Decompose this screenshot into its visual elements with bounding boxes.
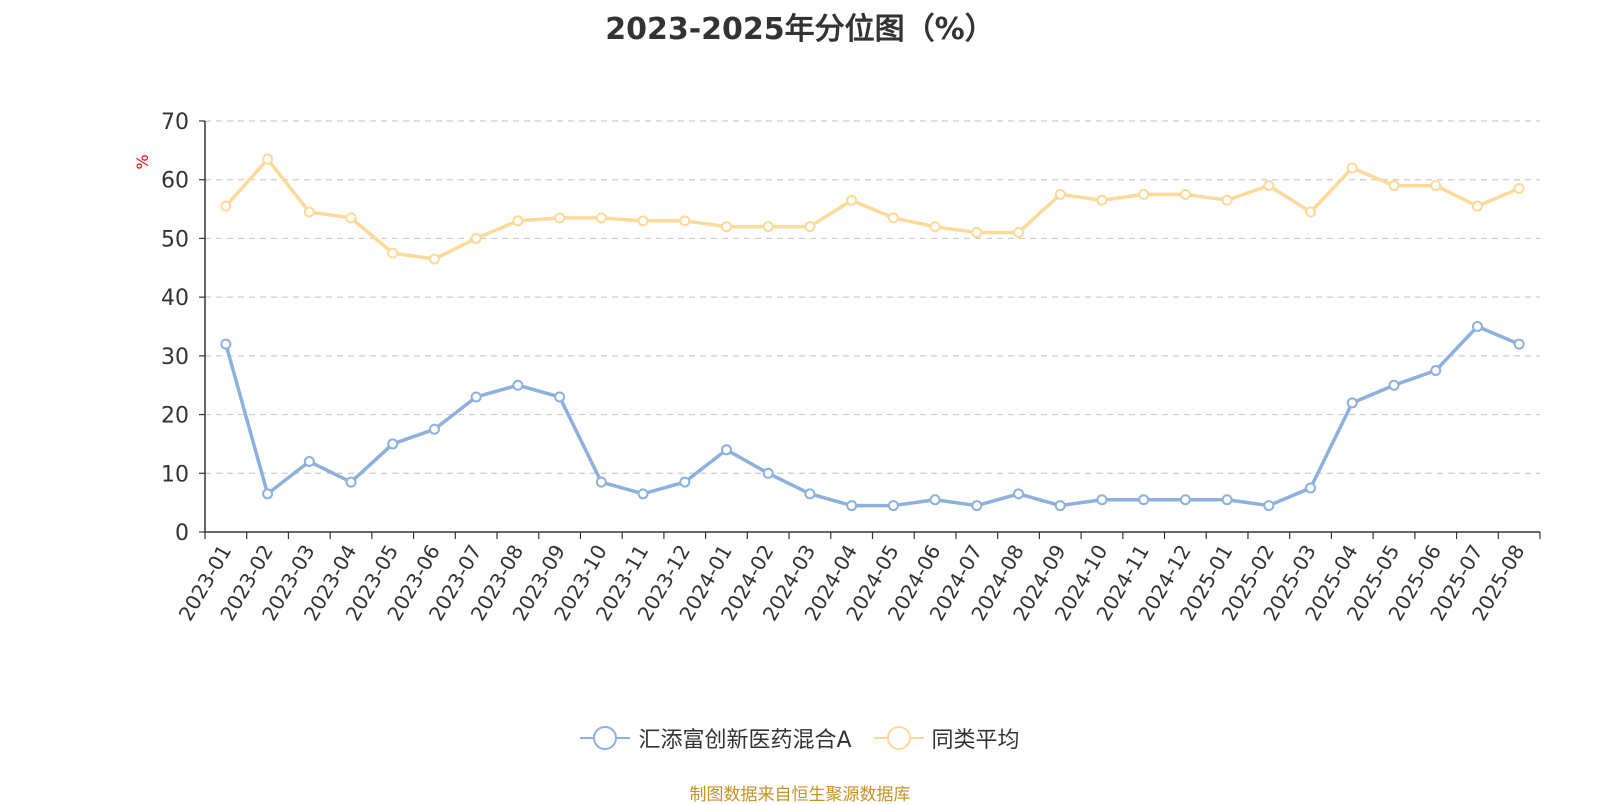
data-point-series-1 — [637, 215, 649, 227]
data-point-series-0 — [303, 456, 315, 468]
data-point-series-0 — [387, 438, 399, 450]
series-line-1 — [224, 157, 1520, 261]
data-point-series-0 — [1221, 494, 1233, 506]
source-note: 制图数据来自恒生聚源数据库 — [689, 785, 911, 805]
data-point-series-1 — [1305, 206, 1317, 218]
y-tick-label: 10 — [161, 462, 189, 487]
legend-item-series-0[interactable]: 汇添富创新医药混合A — [580, 722, 852, 754]
data-point-series-1 — [720, 221, 732, 233]
legend-swatch-series-1 — [873, 724, 924, 752]
data-point-series-0 — [262, 488, 274, 500]
data-point-series-0 — [929, 494, 941, 506]
data-point-series-1 — [428, 253, 440, 265]
data-point-series-0 — [1054, 500, 1066, 512]
legend-item-series-1[interactable]: 同类平均 — [873, 722, 1020, 754]
legend-label-series-1: 同类平均 — [931, 728, 1020, 753]
legend-swatch-series-0 — [580, 724, 631, 752]
data-point-series-0 — [1346, 397, 1358, 409]
series-line-0 — [224, 324, 1520, 508]
data-point-series-0 — [1513, 338, 1525, 350]
y-tick-label: 30 — [161, 345, 189, 370]
data-point-series-0 — [512, 379, 524, 391]
data-point-series-0 — [679, 476, 691, 488]
data-point-series-0 — [345, 476, 357, 488]
data-point-series-1 — [1430, 180, 1442, 192]
data-point-series-0 — [1471, 321, 1483, 332]
y-tick-label: 50 — [161, 227, 189, 252]
data-point-series-1 — [387, 247, 399, 259]
data-point-series-0 — [595, 476, 607, 488]
data-point-series-1 — [971, 227, 983, 239]
data-point-series-1 — [262, 153, 274, 165]
data-point-series-1 — [303, 206, 315, 218]
data-point-series-0 — [804, 488, 816, 500]
data-point-series-0 — [637, 488, 649, 500]
data-point-series-0 — [1096, 494, 1108, 506]
y-tick-label: 0 — [175, 521, 189, 546]
data-point-series-0 — [971, 500, 983, 512]
data-point-series-1 — [1471, 200, 1483, 212]
data-point-series-1 — [470, 232, 482, 244]
data-point-series-0 — [1013, 488, 1025, 500]
data-point-series-0 — [554, 391, 566, 403]
data-point-series-1 — [1179, 188, 1191, 200]
data-point-series-1 — [1513, 183, 1525, 195]
chart-title: 2023-2025年分位图（%） — [605, 12, 995, 47]
legend-label-series-0: 汇添富创新医药混合A — [638, 728, 852, 753]
data-point-series-1 — [1138, 188, 1150, 200]
data-point-series-0 — [220, 338, 232, 350]
data-point-series-1 — [1263, 180, 1275, 192]
data-point-series-0 — [762, 467, 774, 479]
legend: 汇添富创新医药混合A 同类平均 — [0, 722, 1600, 754]
data-point-series-1 — [887, 212, 899, 224]
data-point-series-1 — [1013, 227, 1025, 239]
data-point-series-0 — [1138, 494, 1150, 506]
data-point-series-0 — [470, 391, 482, 403]
y-axis-label: % — [133, 154, 152, 169]
data-point-series-1 — [1388, 180, 1400, 192]
data-point-series-1 — [595, 212, 607, 224]
data-point-series-1 — [679, 215, 691, 227]
y-tick-label: 20 — [161, 404, 189, 429]
data-point-series-1 — [846, 194, 858, 206]
data-point-series-0 — [846, 500, 858, 512]
data-point-series-0 — [1305, 482, 1317, 494]
data-point-series-1 — [762, 221, 774, 233]
data-point-series-1 — [554, 212, 566, 224]
data-point-series-0 — [887, 500, 899, 512]
data-point-series-0 — [720, 444, 732, 456]
data-point-series-1 — [1096, 194, 1108, 206]
data-point-series-0 — [428, 423, 440, 435]
data-point-series-1 — [512, 215, 524, 227]
y-tick-label: 70 — [161, 110, 189, 135]
data-point-series-1 — [1054, 188, 1066, 200]
data-point-series-0 — [1388, 379, 1400, 391]
y-tick-label: 40 — [161, 286, 189, 311]
y-tick-label: 60 — [161, 169, 189, 194]
data-point-series-1 — [1221, 194, 1233, 206]
data-point-series-0 — [1263, 500, 1275, 512]
data-point-series-1 — [804, 221, 816, 233]
data-point-series-0 — [1430, 365, 1442, 377]
data-point-series-1 — [220, 200, 232, 212]
data-point-series-1 — [345, 212, 357, 224]
data-point-series-0 — [1179, 494, 1191, 506]
data-point-series-1 — [929, 221, 941, 233]
data-point-series-1 — [1346, 162, 1358, 174]
